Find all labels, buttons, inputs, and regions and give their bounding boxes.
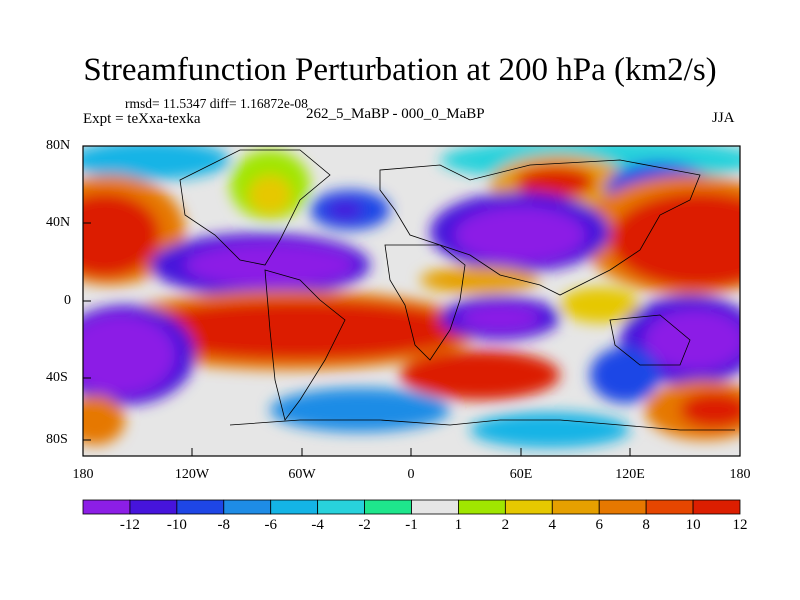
- streamfunction-field: [83, 146, 740, 456]
- lat-tick-label: 40S: [46, 370, 68, 385]
- colorbar-label: -12: [119, 517, 140, 533]
- colorbar-swatch: [82, 499, 131, 515]
- lat-tick-label: 0: [64, 293, 71, 308]
- lon-tick-label: 120W: [174, 467, 210, 482]
- lon-tick-label: 60W: [288, 467, 316, 482]
- lon-tick-label: 180: [729, 467, 751, 482]
- comparison-label: 262_5_MaBP - 000_0_MaBP: [306, 106, 485, 122]
- lon-tick-label: 60E: [509, 467, 533, 482]
- colorbar-swatch: [551, 499, 600, 515]
- colorbar-label: 4: [548, 517, 557, 533]
- season-label: JJA: [712, 110, 735, 126]
- colorbar-label: 1: [454, 517, 463, 533]
- colorbar-swatch: [645, 499, 694, 515]
- colorbar-label: -6: [264, 517, 277, 533]
- colorbar-label: 2: [501, 517, 510, 533]
- colorbar-swatch: [129, 499, 178, 515]
- colorbar-label: 8: [642, 517, 650, 533]
- colorbar-label: 6: [595, 517, 603, 533]
- lat-tick-label: 40N: [46, 215, 71, 230]
- colorbar-swatch: [270, 499, 319, 515]
- colorbar-label: -10: [166, 517, 187, 533]
- coastlines: [179, 149, 735, 431]
- colorbar-swatch: [317, 499, 365, 515]
- lon-tick-label: 180: [72, 467, 94, 482]
- colorbar-label: -4: [311, 517, 324, 533]
- colorbar-swatch: [458, 499, 506, 515]
- lat-tick-label: 80N: [46, 138, 71, 153]
- colorbar-swatch: [411, 499, 459, 515]
- colorbar-swatch: [223, 499, 272, 515]
- colorbar-swatch: [504, 499, 553, 515]
- colorbar-label: -8: [217, 517, 231, 533]
- experiment-label: Expt = teXxa-texka: [83, 111, 201, 127]
- colorbar-label: 10: [685, 517, 701, 533]
- rmsd-diff-stats: rmsd= 11.5347 diff= 1.16872e-08: [125, 96, 308, 111]
- lat-tick-label: 80S: [46, 432, 68, 447]
- axis-ticks: [83, 145, 631, 456]
- colorbar-swatch: [176, 499, 225, 515]
- lon-tick-label: 120E: [615, 467, 645, 482]
- colorbar-label: -2: [358, 517, 371, 533]
- colorbar: [82, 499, 741, 515]
- colorbar-label: 12: [732, 517, 748, 533]
- colorbar-swatch: [364, 499, 412, 515]
- colorbar-label: -1: [405, 517, 418, 533]
- map-title: Streamfunction Perturbation at 200 hPa (…: [83, 52, 717, 88]
- colorbar-swatch: [692, 499, 741, 515]
- lon-tick-label: 0: [407, 467, 415, 482]
- colorbar-swatch: [598, 499, 647, 515]
